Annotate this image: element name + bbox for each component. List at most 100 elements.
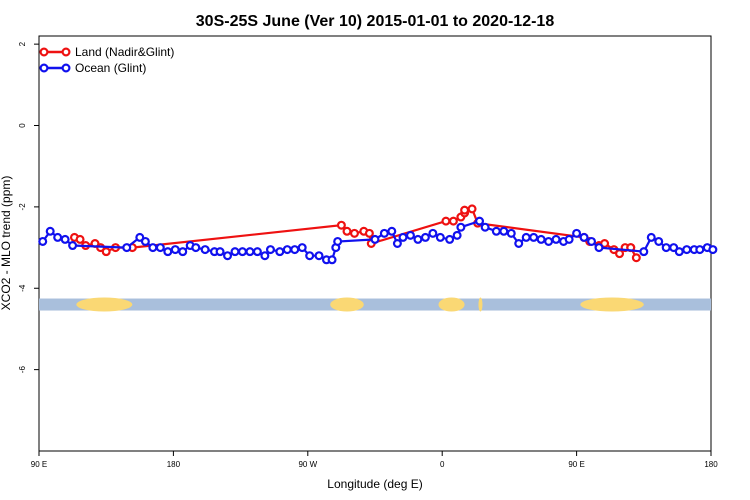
series-2-point [265, 245, 275, 255]
series-1-point [101, 247, 111, 257]
series-2-point [536, 234, 546, 244]
y-axis: 2 0 -2 -4 -6 [18, 41, 39, 373]
series-2-point [682, 245, 692, 255]
x-tick-label: 180 [167, 460, 181, 469]
series-2-point [639, 247, 649, 257]
series-2-point [68, 241, 78, 251]
series-2-point [708, 245, 718, 255]
series-1-point [349, 228, 359, 238]
series-2-point [333, 236, 343, 246]
series-2-point [245, 247, 255, 257]
series-2-point [290, 245, 300, 255]
ocean-strip [39, 298, 711, 311]
series-2-point [420, 232, 430, 242]
land-segment [76, 297, 133, 312]
legend-marker [61, 63, 71, 73]
series-1-point [631, 253, 641, 263]
series-2-point [170, 245, 180, 255]
series-2-point [305, 251, 315, 261]
series-1-point [448, 216, 458, 226]
y-tick-label: -2 [18, 203, 27, 211]
legend-marker [39, 63, 49, 73]
series-2-point [230, 247, 240, 257]
series-2-point [499, 226, 509, 236]
series-2-point [314, 251, 324, 261]
series-1-point [336, 220, 346, 230]
series-2-point [135, 232, 145, 242]
y-tick-label: 2 [18, 41, 27, 46]
series-2-point [572, 228, 582, 238]
series-2-point [282, 245, 292, 255]
series-2-point [155, 243, 165, 253]
series-2-point [594, 243, 604, 253]
series-2-point [38, 236, 48, 246]
y-tick-label: -6 [18, 366, 27, 374]
series-2-point [579, 232, 589, 242]
series-2-point [260, 251, 270, 261]
land-segment [580, 297, 644, 312]
series-2-point [521, 232, 531, 242]
y-tick-label: 0 [18, 123, 27, 128]
series-2-point [163, 247, 173, 257]
series-2-point [60, 234, 70, 244]
land-segment [438, 297, 465, 312]
legend-label: Land (Nadir&Glint) [75, 45, 174, 59]
series-2-point [275, 247, 285, 257]
series-2-point [387, 226, 397, 236]
series-2-point [674, 247, 684, 257]
series-2-point [215, 247, 225, 257]
series-2-point [122, 243, 132, 253]
series-2-point [200, 245, 210, 255]
series-1-point [467, 204, 477, 214]
series-2-point [178, 247, 188, 257]
land-segment [330, 297, 364, 312]
series-2-point [480, 222, 490, 232]
series-2-point [237, 247, 247, 257]
legend-marker [39, 47, 49, 57]
series-2-point [654, 236, 664, 246]
series-1-point [615, 249, 625, 259]
x-tick-label: 90 E [31, 460, 47, 469]
series-2-point [587, 236, 597, 246]
series-2-point [475, 216, 485, 226]
chart-title: 30S-25S June (Ver 10) 2015-01-01 to 2020… [196, 13, 555, 30]
series-2-point [45, 226, 55, 236]
series-2-point [544, 236, 554, 246]
series-1-point [600, 239, 610, 249]
legend: Land (Nadir&Glint) Ocean (Glint) [39, 45, 174, 75]
x-tick-label: 180 [704, 460, 718, 469]
series-2-point [428, 228, 438, 238]
series-2-point [379, 228, 389, 238]
series-1-point [364, 228, 374, 238]
series-2-point [405, 230, 415, 240]
series-2-point [191, 243, 201, 253]
y-tick-label: -4 [18, 284, 27, 292]
series-2-point [140, 236, 150, 246]
series-2-point [435, 232, 445, 242]
series-1-point [342, 226, 352, 236]
series-2-point [514, 239, 524, 249]
series-1-point [441, 216, 451, 226]
series-1-point [75, 234, 85, 244]
series-2-point [370, 234, 380, 244]
series-2-point [529, 232, 539, 242]
series-2-point [661, 243, 671, 253]
legend-label: Ocean (Glint) [75, 61, 146, 75]
series-2-point [297, 243, 307, 253]
series-2-point [327, 255, 337, 265]
series-2-point [695, 245, 705, 255]
series-2-point [223, 251, 233, 261]
series-2-point [398, 232, 408, 242]
x-axis-label: Longitude (deg E) [327, 477, 422, 491]
series-2-point [669, 243, 679, 253]
x-axis: 90 E 180 90 W 0 90 E 180 [31, 451, 718, 469]
series-1-point [460, 205, 470, 215]
series-2-point [252, 247, 262, 257]
series-2-point [53, 232, 63, 242]
x-tick-label: 0 [440, 460, 445, 469]
land-segment [478, 297, 483, 312]
series-2-point [452, 230, 462, 240]
series-2-point [456, 222, 466, 232]
series-2-point [506, 228, 516, 238]
